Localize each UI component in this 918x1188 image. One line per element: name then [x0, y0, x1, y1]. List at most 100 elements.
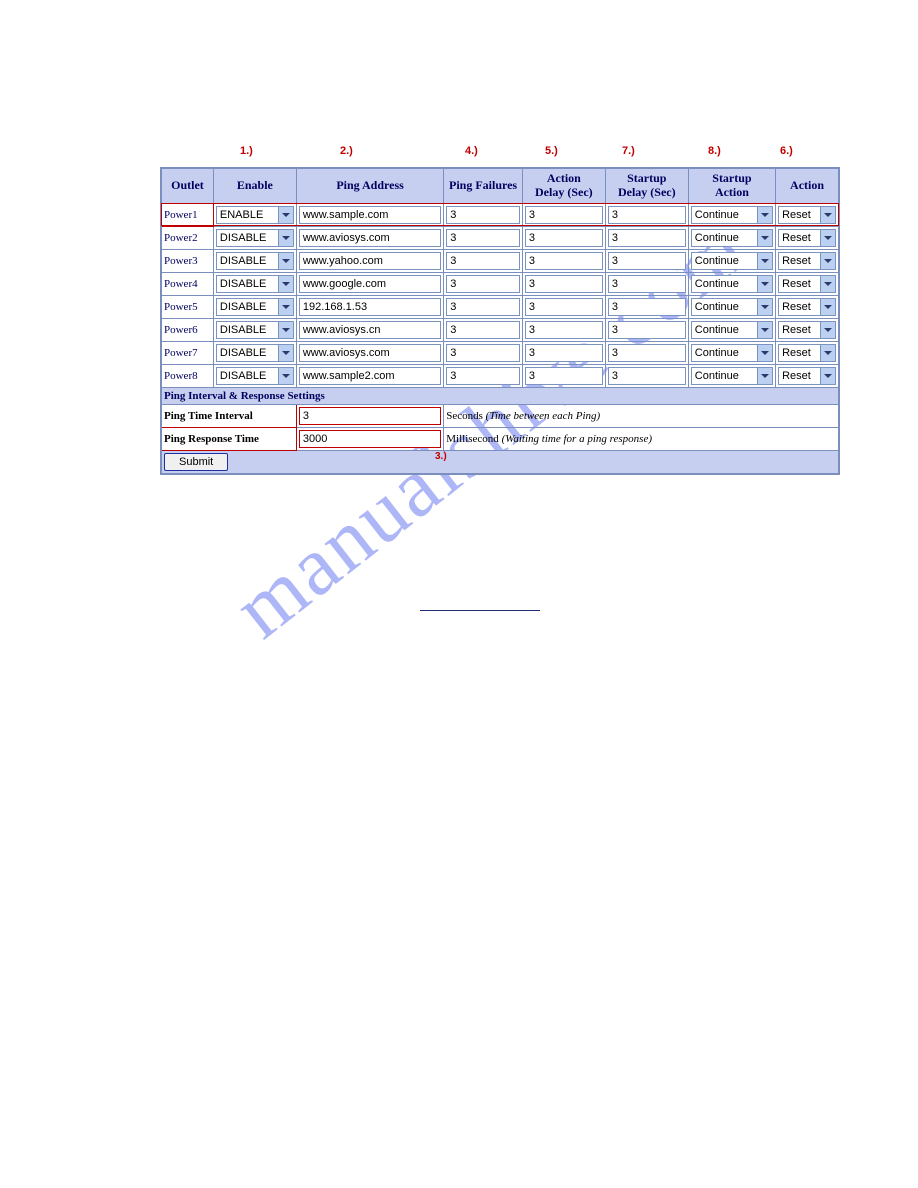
- outlet-label: Power2: [161, 226, 213, 249]
- ping-response-note: (Waiting time for a ping response): [502, 433, 652, 445]
- action-delay-input[interactable]: 3: [525, 367, 603, 385]
- chevron-down-icon: [757, 253, 772, 269]
- chevron-down-icon: [278, 368, 293, 384]
- ping-address-input[interactable]: www.aviosys.com: [299, 229, 441, 247]
- ping-failures-input[interactable]: 3: [446, 229, 520, 247]
- annotation-8: 8.): [708, 145, 721, 157]
- startup-delay-input[interactable]: 3: [608, 367, 686, 385]
- startup-action-select[interactable]: Continue: [691, 275, 773, 293]
- chevron-down-icon: [820, 322, 835, 338]
- action-select[interactable]: Reset: [778, 275, 836, 293]
- ping-response-unit: Millisecond: [446, 433, 499, 445]
- startup-delay-input[interactable]: 3: [608, 252, 686, 270]
- startup-action-select[interactable]: Continue: [691, 252, 773, 270]
- action-delay-input[interactable]: 3: [525, 321, 603, 339]
- col-enable: Enable: [213, 168, 296, 203]
- startup-action-select[interactable]: Continue: [691, 229, 773, 247]
- ping-address-input[interactable]: www.aviosys.cn: [299, 321, 441, 339]
- col-action-delay: ActionDelay (Sec): [522, 168, 605, 203]
- enable-select[interactable]: DISABLE: [216, 229, 294, 247]
- outlet-label: Power5: [161, 295, 213, 318]
- startup-action-select[interactable]: Continue: [691, 321, 773, 339]
- action-delay-input[interactable]: 3: [525, 298, 603, 316]
- startup-delay-input[interactable]: 3: [608, 229, 686, 247]
- startup-delay-input[interactable]: 3: [608, 298, 686, 316]
- action-delay-input[interactable]: 3: [525, 252, 603, 270]
- col-outlet: Outlet: [161, 168, 213, 203]
- chevron-down-icon: [820, 368, 835, 384]
- startup-action-select[interactable]: Continue: [691, 298, 773, 316]
- startup-delay-input[interactable]: 3: [608, 206, 686, 224]
- enable-select[interactable]: DISABLE: [216, 344, 294, 362]
- ping-address-input[interactable]: www.yahoo.com: [299, 252, 441, 270]
- chevron-down-icon: [820, 345, 835, 361]
- table-row: Power6DISABLEwww.aviosys.cn333ContinueRe…: [161, 318, 839, 341]
- chevron-down-icon: [278, 322, 293, 338]
- chevron-down-icon: [278, 253, 293, 269]
- action-select[interactable]: Reset: [778, 321, 836, 339]
- action-select[interactable]: Reset: [778, 344, 836, 362]
- chevron-down-icon: [278, 299, 293, 315]
- action-select[interactable]: Reset: [778, 206, 836, 224]
- chevron-down-icon: [820, 253, 835, 269]
- annotation-6: 6.): [780, 145, 793, 157]
- ping-address-input[interactable]: www.google.com: [299, 275, 441, 293]
- divider-line: [420, 610, 540, 611]
- startup-action-select[interactable]: Continue: [691, 367, 773, 385]
- ping-address-input[interactable]: 192.168.1.53: [299, 298, 441, 316]
- action-select[interactable]: Reset: [778, 229, 836, 247]
- ping-response-input[interactable]: 3000: [299, 430, 441, 448]
- chevron-down-icon: [757, 299, 772, 315]
- table-row: Power2DISABLEwww.aviosys.com333ContinueR…: [161, 226, 839, 249]
- chevron-down-icon: [278, 207, 293, 223]
- action-delay-input[interactable]: 3: [525, 229, 603, 247]
- enable-select[interactable]: DISABLE: [216, 298, 294, 316]
- ping-interval-note: (Time between each Ping): [486, 410, 601, 422]
- chevron-down-icon: [757, 322, 772, 338]
- ping-failures-input[interactable]: 3: [446, 367, 520, 385]
- enable-select[interactable]: ENABLE: [216, 206, 294, 224]
- col-ping-failures: Ping Failures: [444, 168, 523, 203]
- action-delay-input[interactable]: 3: [525, 206, 603, 224]
- startup-delay-input[interactable]: 3: [608, 321, 686, 339]
- ping-failures-input[interactable]: 3: [446, 298, 520, 316]
- startup-delay-input[interactable]: 3: [608, 275, 686, 293]
- action-delay-input[interactable]: 3: [525, 275, 603, 293]
- annotation-row: 1.) 2.) 4.) 5.) 7.) 8.) 6.): [160, 145, 840, 167]
- chevron-down-icon: [757, 230, 772, 246]
- action-delay-input[interactable]: 3: [525, 344, 603, 362]
- chevron-down-icon: [820, 276, 835, 292]
- table-row: Power8DISABLEwww.sample2.com333ContinueR…: [161, 364, 839, 387]
- ping-failures-input[interactable]: 3: [446, 206, 520, 224]
- annotation-7: 7.): [622, 145, 635, 157]
- enable-select[interactable]: DISABLE: [216, 275, 294, 293]
- chevron-down-icon: [757, 368, 772, 384]
- annotation-2: 2.): [340, 145, 353, 157]
- enable-select[interactable]: DISABLE: [216, 367, 294, 385]
- ping-response-label: Ping Response Time: [161, 427, 296, 450]
- chevron-down-icon: [757, 345, 772, 361]
- submit-button[interactable]: Submit: [164, 453, 228, 471]
- ping-interval-input[interactable]: 3: [299, 407, 441, 425]
- ping-failures-input[interactable]: 3: [446, 252, 520, 270]
- action-select[interactable]: Reset: [778, 252, 836, 270]
- startup-action-select[interactable]: Continue: [691, 344, 773, 362]
- chevron-down-icon: [820, 299, 835, 315]
- enable-select[interactable]: DISABLE: [216, 252, 294, 270]
- ping-address-input[interactable]: www.aviosys.com: [299, 344, 441, 362]
- startup-delay-input[interactable]: 3: [608, 344, 686, 362]
- action-select[interactable]: Reset: [778, 367, 836, 385]
- action-select[interactable]: Reset: [778, 298, 836, 316]
- outlet-label: Power4: [161, 272, 213, 295]
- ping-failures-input[interactable]: 3: [446, 275, 520, 293]
- ping-failures-input[interactable]: 3: [446, 344, 520, 362]
- ping-response-row: Ping Response Time 3000 Millisecond (Wai…: [161, 427, 839, 450]
- ping-address-input[interactable]: www.sample.com: [299, 206, 441, 224]
- table-row: Power4DISABLEwww.google.com333ContinueRe…: [161, 272, 839, 295]
- ping-address-input[interactable]: www.sample2.com: [299, 367, 441, 385]
- ping-failures-input[interactable]: 3: [446, 321, 520, 339]
- enable-select[interactable]: DISABLE: [216, 321, 294, 339]
- chevron-down-icon: [278, 230, 293, 246]
- startup-action-select[interactable]: Continue: [691, 206, 773, 224]
- annotation-5: 5.): [545, 145, 558, 157]
